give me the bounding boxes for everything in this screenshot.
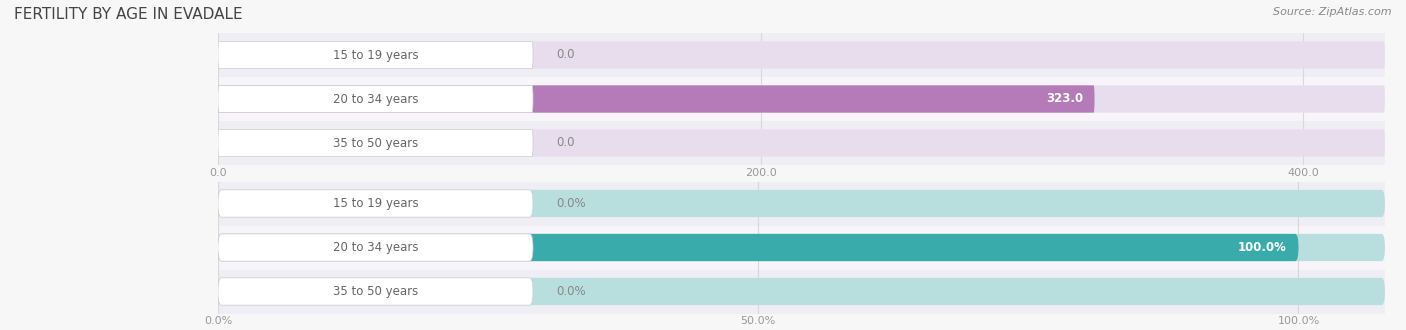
Text: 20 to 34 years: 20 to 34 years xyxy=(333,92,418,106)
FancyBboxPatch shape xyxy=(218,129,1385,157)
Bar xyxy=(218,77,1385,121)
FancyBboxPatch shape xyxy=(218,41,533,69)
Bar xyxy=(218,225,1385,270)
Text: 100.0%: 100.0% xyxy=(1237,241,1286,254)
FancyBboxPatch shape xyxy=(218,278,1385,305)
Text: FERTILITY BY AGE IN EVADALE: FERTILITY BY AGE IN EVADALE xyxy=(14,7,243,21)
FancyBboxPatch shape xyxy=(218,190,533,217)
FancyBboxPatch shape xyxy=(218,85,533,113)
Text: 0.0: 0.0 xyxy=(557,49,575,61)
Bar xyxy=(218,270,1385,313)
FancyBboxPatch shape xyxy=(218,234,1385,261)
FancyBboxPatch shape xyxy=(218,190,1385,217)
Text: Source: ZipAtlas.com: Source: ZipAtlas.com xyxy=(1274,7,1392,16)
Text: 35 to 50 years: 35 to 50 years xyxy=(333,285,418,298)
FancyBboxPatch shape xyxy=(218,278,533,305)
Text: 15 to 19 years: 15 to 19 years xyxy=(333,197,418,210)
FancyBboxPatch shape xyxy=(218,129,533,157)
FancyBboxPatch shape xyxy=(218,41,1385,69)
Text: 323.0: 323.0 xyxy=(1046,92,1083,106)
FancyBboxPatch shape xyxy=(218,234,533,261)
Bar xyxy=(218,33,1385,77)
FancyBboxPatch shape xyxy=(218,85,1094,113)
FancyBboxPatch shape xyxy=(218,234,1299,261)
Bar xyxy=(218,121,1385,165)
Text: 0.0: 0.0 xyxy=(557,137,575,149)
Bar xyxy=(218,182,1385,225)
Text: 35 to 50 years: 35 to 50 years xyxy=(333,137,418,149)
Text: 20 to 34 years: 20 to 34 years xyxy=(333,241,418,254)
Text: 0.0%: 0.0% xyxy=(557,285,586,298)
Text: 0.0%: 0.0% xyxy=(557,197,586,210)
FancyBboxPatch shape xyxy=(218,85,1385,113)
Text: 15 to 19 years: 15 to 19 years xyxy=(333,49,418,61)
